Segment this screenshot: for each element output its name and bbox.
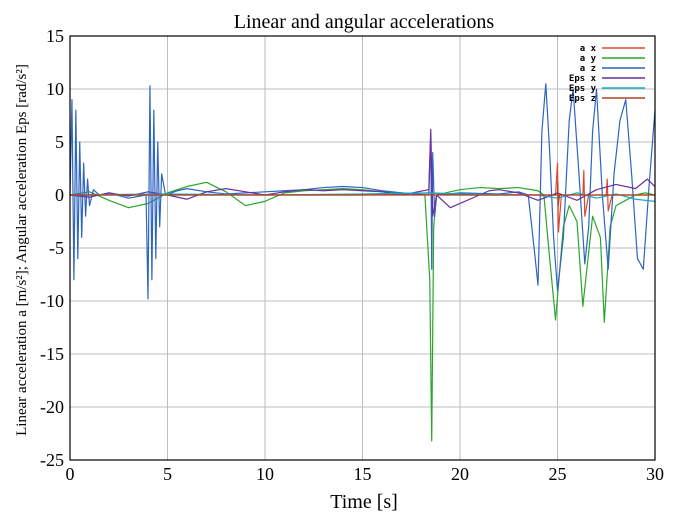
y-axis-label: Linear acceleration a [m/s²]; Angular ac… <box>14 64 30 436</box>
y-tick-label: 10 <box>46 79 64 99</box>
x-tick-label: 5 <box>163 464 172 484</box>
y-tick-label: -20 <box>40 397 64 417</box>
data-series <box>69 83 656 442</box>
legend-label: a z <box>580 64 596 74</box>
x-tick-label: 10 <box>256 464 274 484</box>
plot-area-frame <box>69 35 656 461</box>
x-tick-label: 25 <box>549 464 567 484</box>
legend-label: a y <box>580 54 597 64</box>
y-tick-label: -15 <box>40 344 64 364</box>
y-tick-label: -25 <box>40 450 64 470</box>
series-line-4 <box>69 128 656 217</box>
x-tick-label: 15 <box>354 464 372 484</box>
y-tick-label: -10 <box>40 291 64 311</box>
x-tick-label: 30 <box>646 464 664 484</box>
y-tick-label: -5 <box>49 238 64 258</box>
chart-title: Linear and angular accelerations <box>234 11 495 33</box>
series-line-6 <box>70 181 655 207</box>
legend-label: Eps z <box>569 94 596 104</box>
grid-lines <box>69 35 656 461</box>
legend-label: Eps y <box>569 84 597 94</box>
y-tick-label: 0 <box>55 185 64 205</box>
x-axis-label: Time [s] <box>330 491 398 513</box>
axis-ticks: 0 5 10 15 20 25 30 15 10 5 0 -5 -10 -15 -20 -25 <box>40 26 664 484</box>
x-tick-label: 0 <box>66 464 75 484</box>
legend-label: Eps x <box>569 74 597 84</box>
y-tick-label: 5 <box>55 132 64 152</box>
x-tick-label: 20 <box>451 464 469 484</box>
legend-label: a x <box>580 44 597 54</box>
y-tick-label: 15 <box>46 26 64 46</box>
